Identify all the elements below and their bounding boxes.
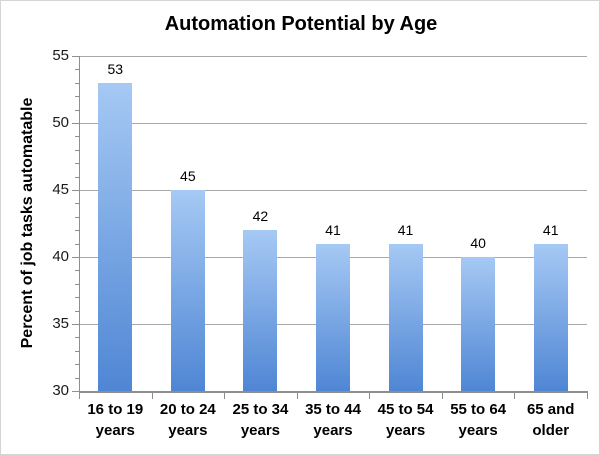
y-major-tick xyxy=(72,324,79,325)
x-boundary-tick xyxy=(514,393,516,399)
bar-value-label: 41 xyxy=(397,221,414,238)
y-major-tick xyxy=(72,257,79,258)
y-minor-tick xyxy=(75,337,79,339)
x-category-label: 20 to 24 years xyxy=(159,401,216,439)
y-minor-tick xyxy=(75,69,79,71)
y-tick-label: 30 xyxy=(52,382,69,399)
gridline-45 xyxy=(79,190,587,191)
bar xyxy=(243,230,278,391)
y-tick-label: 40 xyxy=(52,248,69,265)
bar-value-label: 42 xyxy=(252,208,269,225)
x-boundary-tick xyxy=(441,393,443,399)
gridline-50 xyxy=(79,123,587,124)
y-minor-tick xyxy=(75,310,79,312)
y-tick-label: 55 xyxy=(52,47,69,64)
y-minor-tick xyxy=(75,283,79,285)
bar-value-label: 53 xyxy=(107,60,124,77)
y-minor-tick xyxy=(75,149,79,151)
y-minor-tick xyxy=(75,82,79,84)
y-minor-tick xyxy=(75,96,79,98)
y-minor-tick xyxy=(75,270,79,272)
y-minor-tick xyxy=(75,364,79,366)
x-category-label: 55 to 64 years xyxy=(450,401,507,439)
y-major-tick xyxy=(72,391,79,392)
y-tick-label: 50 xyxy=(52,114,69,131)
x-category-label: 16 to 19 years xyxy=(87,401,144,439)
y-major-tick xyxy=(72,190,79,191)
bar xyxy=(461,257,496,391)
bar-value-label: 41 xyxy=(542,221,559,238)
x-category-label: 35 to 44 years xyxy=(305,401,361,439)
bar xyxy=(98,82,133,391)
y-minor-tick xyxy=(75,230,79,232)
y-tick-label: 35 xyxy=(52,315,69,332)
y-minor-tick xyxy=(75,216,79,218)
y-minor-tick xyxy=(75,163,79,165)
x-axis-line xyxy=(79,391,588,393)
bar xyxy=(170,190,205,391)
x-boundary-tick xyxy=(587,393,588,399)
chart-title: Automation Potential by Age xyxy=(164,13,438,35)
bar-value-label: 40 xyxy=(470,235,486,251)
bar xyxy=(388,243,423,391)
bar-value-label: 41 xyxy=(325,221,341,238)
x-category-label: 45 to 54 years xyxy=(377,401,434,439)
y-minor-tick xyxy=(75,350,79,352)
y-minor-tick xyxy=(75,203,79,205)
x-category-label: 25 to 34 years xyxy=(232,401,289,439)
gridline-55 xyxy=(79,56,587,57)
y-axis-title-text: Percent of job tasks automatable xyxy=(19,97,36,349)
bar xyxy=(533,243,568,391)
y-minor-tick xyxy=(75,176,79,178)
x-boundary-tick xyxy=(79,393,80,399)
x-boundary-tick xyxy=(369,393,371,399)
y-major-tick xyxy=(72,123,79,124)
y-axis-line xyxy=(79,56,80,391)
bar xyxy=(316,243,350,391)
x-category-label: 65 and older xyxy=(526,401,575,439)
x-boundary-tick xyxy=(296,393,298,399)
y-tick-label: 45 xyxy=(52,181,69,198)
y-minor-tick xyxy=(75,136,79,138)
x-boundary-tick xyxy=(151,393,153,399)
y-minor-tick xyxy=(75,297,79,299)
y-minor-tick xyxy=(75,377,79,379)
y-minor-tick xyxy=(75,109,79,111)
x-boundary-tick xyxy=(224,393,226,399)
y-minor-tick xyxy=(75,243,79,245)
y-major-tick xyxy=(72,56,79,57)
bar-value-label: 45 xyxy=(180,168,196,184)
